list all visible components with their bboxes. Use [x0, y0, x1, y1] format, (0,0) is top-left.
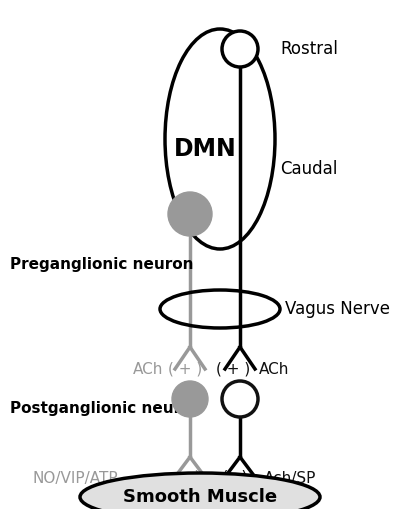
Text: ACh: ACh: [133, 361, 163, 377]
Circle shape: [172, 381, 208, 417]
Text: Caudal: Caudal: [280, 160, 337, 178]
Text: (−): (−): [175, 470, 201, 488]
Text: ( + ): ( + ): [216, 361, 250, 377]
Text: Postganglionic neuron: Postganglionic neuron: [10, 402, 202, 416]
Text: DMN: DMN: [174, 137, 236, 161]
Text: ACh: ACh: [259, 361, 289, 377]
Circle shape: [222, 381, 258, 417]
Circle shape: [222, 31, 258, 67]
Text: ( + ): ( + ): [168, 361, 202, 377]
Text: NO/VIP/ATP: NO/VIP/ATP: [32, 471, 118, 487]
Text: Vagus Nerve: Vagus Nerve: [285, 300, 390, 318]
Text: (+): (+): [222, 470, 248, 488]
Text: Preganglionic neuron: Preganglionic neuron: [10, 257, 194, 271]
Text: Smooth Muscle: Smooth Muscle: [123, 488, 277, 506]
Ellipse shape: [80, 473, 320, 509]
Text: Rostral: Rostral: [280, 40, 338, 58]
Text: Ach/SP: Ach/SP: [264, 471, 316, 487]
Circle shape: [168, 192, 212, 236]
